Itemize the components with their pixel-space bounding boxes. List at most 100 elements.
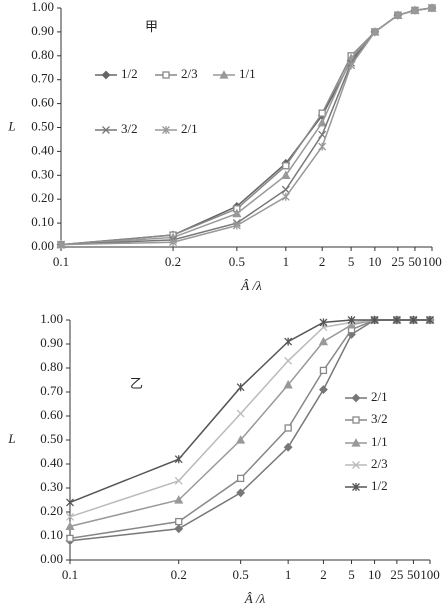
marker xyxy=(351,438,361,447)
y-axis-label: L xyxy=(7,431,15,446)
marker xyxy=(318,336,329,346)
legend-label: 1/1 xyxy=(371,434,388,449)
y-tick-label: 0.50 xyxy=(31,118,54,133)
x-tick-label: 25 xyxy=(390,567,403,582)
x-tick-label: 100 xyxy=(420,567,440,582)
x-tick-label: 50 xyxy=(407,567,420,582)
y-tick-label: 0.50 xyxy=(40,431,63,446)
x-tick-label: 0.1 xyxy=(62,567,78,582)
y-tick-label: 1.00 xyxy=(31,0,54,14)
x-tick-label: 2 xyxy=(320,567,327,582)
series-line xyxy=(60,7,433,246)
y-tick-label: 0.10 xyxy=(31,214,54,229)
y-tick-label: 0.70 xyxy=(40,383,63,398)
marker xyxy=(66,498,74,507)
y-tick-label: 0.80 xyxy=(31,47,54,62)
legend-label: 2/3 xyxy=(181,66,198,81)
marker xyxy=(236,474,245,483)
marker xyxy=(426,316,434,324)
x-tick-label: 2 xyxy=(319,254,326,269)
y-tick-label: 1.00 xyxy=(40,311,63,326)
legend-label: 2/1 xyxy=(371,389,388,404)
marker xyxy=(318,130,327,139)
legend-label: 2/1 xyxy=(181,121,198,136)
y-tick-label: 0.30 xyxy=(31,166,54,181)
marker xyxy=(281,170,291,179)
x-tick-label: 5 xyxy=(348,567,355,582)
x-tick-label: 0.2 xyxy=(171,567,187,582)
marker xyxy=(283,379,293,389)
y-tick-label: 0.30 xyxy=(40,479,63,494)
marker xyxy=(428,4,436,12)
y-tick-label: 0.90 xyxy=(31,23,54,38)
marker xyxy=(66,534,74,543)
marker xyxy=(66,512,74,521)
y-tick-label: 0.60 xyxy=(31,95,54,110)
marker xyxy=(393,11,402,20)
x-axis-label: Â /λ xyxy=(244,591,266,606)
y-tick-label: 0.80 xyxy=(40,359,63,374)
marker xyxy=(409,316,418,324)
x-tick-label: 1 xyxy=(283,254,290,269)
marker xyxy=(169,238,178,247)
marker xyxy=(57,240,65,249)
x-tick-label: 10 xyxy=(368,567,381,582)
marker xyxy=(65,521,75,531)
x-tick-label: 0.1 xyxy=(53,254,69,269)
y-tick-label: 0.60 xyxy=(40,407,63,422)
x-tick-label: 50 xyxy=(408,254,421,269)
marker xyxy=(174,476,183,485)
x-tick-label: 0.5 xyxy=(229,254,245,269)
legend-label: 1/2 xyxy=(121,66,138,81)
marker xyxy=(370,316,379,324)
marker xyxy=(284,337,293,346)
marker xyxy=(284,356,293,365)
y-tick-label: 0.40 xyxy=(40,455,63,470)
marker xyxy=(162,71,170,79)
y-tick-label: 0.40 xyxy=(31,142,54,157)
series-line xyxy=(69,319,430,542)
marker xyxy=(317,117,327,127)
marker xyxy=(282,162,290,170)
marker xyxy=(284,424,292,432)
marker xyxy=(236,488,246,498)
marker xyxy=(283,442,293,452)
marker xyxy=(370,27,379,36)
marker xyxy=(347,61,356,70)
marker xyxy=(347,316,356,324)
series-line xyxy=(60,7,433,246)
marker xyxy=(219,70,229,79)
y-tick-label: 0.90 xyxy=(40,335,63,350)
marker xyxy=(162,126,170,134)
marker xyxy=(319,318,328,327)
marker xyxy=(102,126,110,134)
legend-label: 3/2 xyxy=(371,411,388,426)
marker xyxy=(281,185,290,194)
y-tick-label: 0.70 xyxy=(31,71,54,86)
legend-label: 3/2 xyxy=(121,121,138,136)
x-tick-label: 1 xyxy=(285,567,292,582)
legend-label: 1/1 xyxy=(239,66,256,81)
x-tick-label: 10 xyxy=(368,254,381,269)
x-tick-label: 0.5 xyxy=(233,567,249,582)
y-tick-label: 0.20 xyxy=(40,503,63,518)
series-line xyxy=(60,7,433,246)
x-axis-label: Â /λ xyxy=(240,278,262,293)
marker xyxy=(232,221,241,230)
x-tick-label: 5 xyxy=(348,254,355,269)
annotation: 乙 xyxy=(130,376,143,391)
marker xyxy=(410,6,419,15)
marker xyxy=(174,455,183,464)
marker xyxy=(352,416,360,424)
marker xyxy=(351,393,361,403)
series-line xyxy=(60,7,433,246)
marker xyxy=(319,385,328,395)
series-line xyxy=(60,7,433,246)
marker xyxy=(352,461,360,469)
marker xyxy=(236,409,245,418)
y-tick-label: 0.20 xyxy=(31,190,54,205)
marker xyxy=(101,70,111,80)
annotation: 甲 xyxy=(145,19,158,34)
marker xyxy=(281,192,290,201)
